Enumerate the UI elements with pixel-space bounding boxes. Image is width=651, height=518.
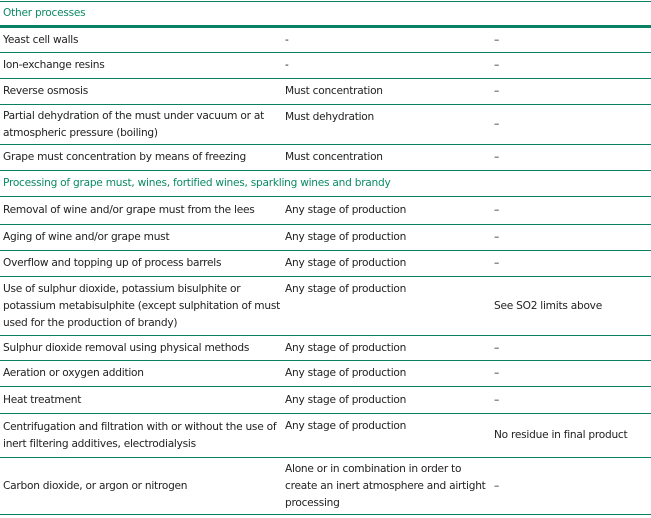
stage-cell: Any stage of production — [282, 413, 494, 458]
stage-cell: Any stage of production — [282, 276, 494, 336]
stage-cell: Must concentration — [282, 78, 494, 105]
stage-cell: Any stage of production — [282, 386, 494, 414]
process-cell: Aging of wine and/or grape must — [0, 224, 282, 251]
table-row: Sulphur dioxide removal using physical m… — [0, 335, 651, 361]
limit-cell: – — [494, 224, 651, 251]
process-cell: Sulphur dioxide removal using physical m… — [0, 335, 282, 361]
section-header: Other processes — [0, 1, 651, 28]
section-header: Processing of grape must, wines, fortifi… — [0, 170, 651, 197]
stage-cell: Must dehydration — [282, 104, 494, 145]
limit-cell: – — [494, 26, 651, 53]
table-row: Aging of wine and/or grape must Any stage… — [0, 224, 651, 251]
process-cell: Aeration or oxygen addition — [0, 360, 282, 387]
stage-cell: Any stage of production — [282, 335, 494, 361]
process-cell: Removal of wine and/or grape must from t… — [0, 196, 282, 225]
table-row: Overflow and topping up of process barre… — [0, 250, 651, 277]
limit-cell: See SO2 limits above — [494, 276, 651, 336]
limit-cell: – — [494, 386, 651, 414]
table-row: Removal of wine and/or grape must from t… — [0, 196, 651, 225]
limit-cell: No residue in final product — [494, 413, 651, 458]
limit-cell: – — [494, 360, 651, 387]
table-row: Grape must concentration by means of fre… — [0, 144, 651, 171]
process-cell: Heat treatment — [0, 386, 282, 414]
process-cell: Carbon dioxide, or argon or nitrogen — [0, 457, 282, 515]
stage-cell: Any stage of production — [282, 196, 494, 225]
limit-cell: – — [494, 78, 651, 105]
process-cell: Grape must concentration by means of fre… — [0, 144, 282, 171]
process-cell: Use of sulphur dioxide, potassium bisulp… — [0, 276, 282, 336]
limit-cell: – — [494, 196, 651, 225]
limit-cell: – — [494, 104, 651, 145]
table-row: Yeast cell walls - – — [0, 26, 651, 53]
table-row: Use of sulphur dioxide, potassium bisulp… — [0, 276, 651, 336]
limit-cell: – — [494, 52, 651, 79]
limit-cell: – — [494, 457, 651, 515]
stage-cell: - — [282, 26, 494, 53]
stage-cell: Any stage of production — [282, 250, 494, 277]
table-row: Heat treatment Any stage of production – — [0, 386, 651, 414]
process-cell: Yeast cell walls — [0, 26, 282, 53]
process-cell: Reverse osmosis — [0, 78, 282, 105]
table-row: Ion-exchange resins - – — [0, 52, 651, 79]
section-title: Other processes — [0, 1, 651, 28]
table-row: Partial dehydration of the must under va… — [0, 104, 651, 145]
stage-cell: Must concentration — [282, 144, 494, 171]
process-cell: Ion-exchange resins — [0, 52, 282, 79]
table-row: Carbon dioxide, or argon or nitrogen Alon… — [0, 457, 651, 515]
process-cell: Overflow and topping up of process barre… — [0, 250, 282, 277]
stage-cell: Any stage of production — [282, 360, 494, 387]
stage-cell: Any stage of production — [282, 224, 494, 251]
limit-cell: – — [494, 144, 651, 171]
table-row: Aeration or oxygen addition Any stage of … — [0, 360, 651, 387]
table-row: Reverse osmosis Must concentration – — [0, 78, 651, 105]
table-row: Centrifugation and filtration with or wi… — [0, 413, 651, 458]
stage-cell: - — [282, 52, 494, 79]
process-cell: Partial dehydration of the must under va… — [0, 104, 282, 145]
limit-cell: – — [494, 335, 651, 361]
section-title: Processing of grape must, wines, fortifi… — [0, 170, 651, 197]
limit-cell: – — [494, 250, 651, 277]
stage-cell: Alone or in combination in order to crea… — [282, 457, 494, 515]
process-cell: Centrifugation and filtration with or wi… — [0, 413, 282, 458]
